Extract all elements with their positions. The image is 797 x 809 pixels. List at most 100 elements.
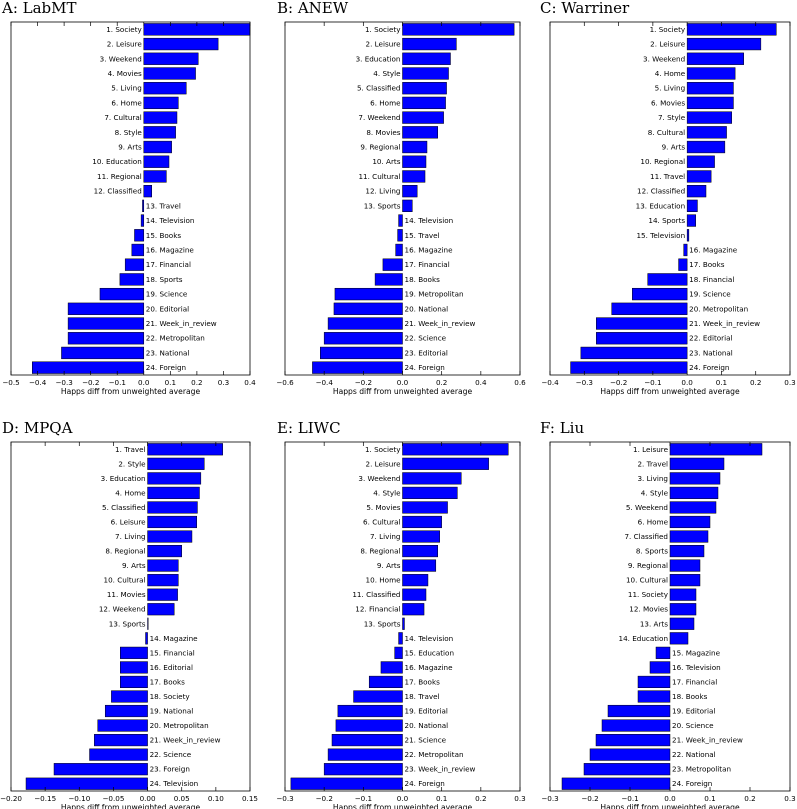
bar-label: 23. Editorial <box>405 348 448 357</box>
x-tick-label: 0.0 <box>397 378 409 387</box>
bar-label: 9. Arts <box>118 143 142 152</box>
bar-label: 1. Leisure <box>633 445 669 454</box>
bar-label: 23. Metropolitan <box>672 765 731 774</box>
bar <box>312 361 403 374</box>
bar <box>596 332 688 345</box>
bar-label: 23. National <box>689 348 733 357</box>
bar <box>596 317 688 330</box>
bar-label: 1. Travel <box>115 445 146 454</box>
x-axis-label: Happs diff from unweighted average <box>600 387 740 396</box>
bar <box>669 443 763 456</box>
bar <box>147 501 198 514</box>
bar <box>147 486 200 499</box>
bar <box>402 515 442 529</box>
bar <box>683 243 688 257</box>
bar-label: 4. Style <box>641 488 669 497</box>
bar-label: 11. Cultural <box>358 172 400 181</box>
bar <box>402 617 405 630</box>
plot-frame <box>10 441 251 792</box>
bar <box>402 170 426 183</box>
bar <box>120 675 148 689</box>
bar <box>570 361 688 374</box>
bar-label: 5. Classified <box>357 84 401 93</box>
bar <box>145 632 148 645</box>
bar <box>402 199 413 212</box>
bar <box>147 603 175 616</box>
bar <box>334 287 403 301</box>
bar <box>147 457 205 470</box>
bar <box>99 287 145 301</box>
bar <box>402 140 428 154</box>
plot-frame <box>10 21 251 376</box>
bar-label: 15. Travel <box>405 231 440 240</box>
bar <box>637 675 671 689</box>
bar <box>147 472 202 485</box>
bar-label: 14. Education <box>619 634 669 643</box>
bar <box>686 52 744 65</box>
chart-panel-4: D: MPQA 1. Travel 2. Style 3. Education 4. H… <box>0 419 258 809</box>
x-tick-label: 0.6 <box>514 378 526 387</box>
bar-label: 18. Travel <box>405 692 440 701</box>
bar <box>402 486 458 499</box>
bar-label: 12. Classified <box>94 187 142 196</box>
bar-label: 6. Cultural <box>363 517 400 526</box>
chart-title: F: Liu <box>540 419 584 437</box>
bar <box>119 273 145 286</box>
bar-label: 14. Television <box>146 216 195 225</box>
bar <box>686 111 732 124</box>
bar-label: 22. Editorial <box>689 334 732 343</box>
x-tick-label: 0.2 <box>744 794 755 803</box>
x-tick-label: 0.3 <box>218 378 229 387</box>
x-tick-label: 0.4 <box>475 378 487 387</box>
bar <box>374 273 403 286</box>
bar <box>607 704 671 718</box>
bar <box>67 302 145 315</box>
bar <box>147 515 197 529</box>
bar <box>686 229 690 242</box>
bar <box>143 126 176 139</box>
x-tick-label: −0.2 <box>82 378 99 387</box>
bar-label: 14. Sports <box>648 216 685 225</box>
chart-panel-6: F: Liu 1. Leisure 2. Travel 3. Living 4. Sty… <box>540 419 796 809</box>
bar-label: 3. Weekend <box>358 474 400 483</box>
bar-label: 3. Weekend <box>643 54 685 63</box>
x-tick-label: −0.2 <box>610 378 627 387</box>
bar <box>402 82 447 95</box>
bar-label: 12. Financial <box>355 605 400 614</box>
bar-label: 4. Style <box>373 488 401 497</box>
bar <box>402 111 444 124</box>
bar <box>142 199 145 212</box>
bar <box>686 82 734 95</box>
x-tick-label: 0.3 <box>514 794 525 803</box>
bar-label: 22. Metropolitan <box>405 750 464 759</box>
bar-label: 10. Education <box>92 157 142 166</box>
bar-label: 12. Living <box>365 187 400 196</box>
bar <box>67 317 145 330</box>
x-tick-label: −0.05 <box>102 794 124 803</box>
bar <box>120 646 148 659</box>
x-tick-label: 0.00 <box>140 794 156 803</box>
bar-label: 7. Classified <box>624 532 668 541</box>
bar <box>143 52 199 65</box>
x-tick-label: −0.1 <box>644 378 661 387</box>
bar-label: 6. Movies <box>651 98 685 107</box>
x-axis-label: Happs diff from unweighted average <box>61 387 201 396</box>
x-tick-label: −0.1 <box>355 794 372 803</box>
bar <box>398 214 403 227</box>
bar <box>561 777 671 790</box>
x-tick-label: −0.10 <box>68 794 90 803</box>
bar <box>402 23 515 36</box>
x-tick-label: −0.2 <box>315 794 332 803</box>
x-tick-label: −0.1 <box>621 794 638 803</box>
bar-label: 22. National <box>672 750 716 759</box>
bar <box>402 96 446 110</box>
bar-label: 19. Science <box>146 290 188 299</box>
bar-label: 17. Financial <box>672 677 717 686</box>
x-axis-label: Happs diff from unweighted average <box>333 387 473 396</box>
bar-label: 2. Leisure <box>366 40 402 49</box>
bar <box>647 273 688 286</box>
bar <box>94 734 148 747</box>
x-tick-label: 0.0 <box>664 794 676 803</box>
bar <box>323 332 403 345</box>
